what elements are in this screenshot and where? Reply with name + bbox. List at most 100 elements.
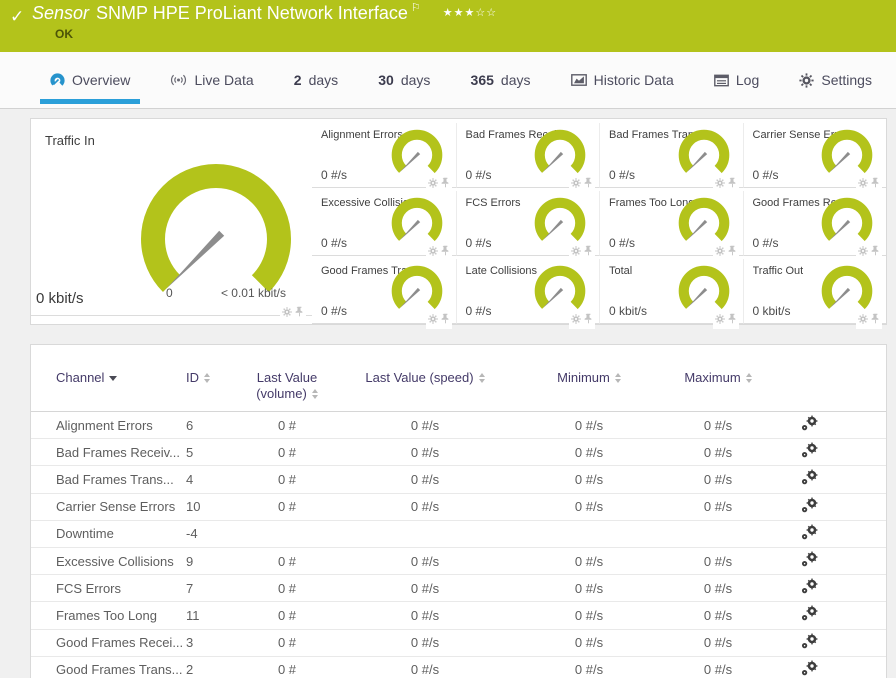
gauge-tile-frames-too-long: Frames Too Long 0 #/s [599,191,743,261]
flag-icon[interactable]: ⚐ [410,2,421,14]
priority-stars[interactable]: ★★★☆☆ [443,6,497,19]
channel-gauge [534,265,586,317]
id-cell: 6 [186,417,194,433]
pin-icon[interactable] [441,175,450,193]
column-header-last-value-speed[interactable]: Last Value (speed) [328,370,522,386]
star-filled-icon[interactable]: ★ [442,7,454,19]
channel-name-cell[interactable]: Good Frames Trans... [56,662,183,678]
last-value-speed-cell: 0 #/s [410,553,440,569]
column-header-channel[interactable]: Channel [56,370,186,386]
tab-30-days[interactable]: 30 days [368,52,440,108]
tab-live-data[interactable]: Live Data [160,52,263,108]
channel-name-cell[interactable]: Frames Too Long [56,607,157,623]
channel-name-cell[interactable]: Downtime [56,526,114,542]
channel-name-cell[interactable]: Excessive Collisions [56,553,174,569]
tab-settings[interactable]: Settings [789,52,882,108]
gear-icon[interactable] [714,175,725,193]
gear-icon[interactable] [282,304,292,322]
gear-icon[interactable] [427,243,438,261]
channel-settings-icon[interactable] [780,497,886,517]
column-label-line2: (volume) [256,386,307,401]
channel-name-cell[interactable]: Bad Frames Trans... [56,471,174,487]
pin-icon[interactable] [584,243,593,261]
pin-icon[interactable] [584,175,593,193]
gauge-value: 0 kbit/s [752,304,791,318]
gear-icon[interactable] [858,243,868,261]
channel-gauge [678,265,729,317]
main-tile-icons [280,304,306,322]
sort-toggle-icon[interactable] [311,389,318,399]
gear-icon[interactable] [714,243,725,261]
last-value-volume-cell: 0 # [277,553,297,569]
sort-toggle-icon[interactable] [614,373,621,383]
channel-settings-icon[interactable] [780,551,886,571]
star-empty-icon[interactable]: ☆ [486,7,498,19]
channel-name-cell[interactable]: FCS Errors [56,580,121,596]
gear-icon[interactable] [714,311,725,329]
pin-icon[interactable] [871,175,880,193]
pin-icon[interactable] [441,243,450,261]
gauge-title: Good Frames Transmit... [321,265,416,277]
minimum-cell: 0 #/s [574,580,604,596]
column-header-id[interactable]: ID [186,370,246,386]
channel-settings-icon[interactable] [780,605,886,625]
column-header-maximum[interactable]: Maximum [656,370,780,386]
gear-icon[interactable] [571,243,581,261]
pin-icon[interactable] [871,243,880,261]
column-label: ID [186,370,199,385]
channel-gauge [391,129,442,181]
pin-icon[interactable] [728,175,737,193]
channel-name-cell[interactable]: Bad Frames Receiv... [56,444,181,460]
column-header-minimum[interactable]: Minimum [522,370,656,386]
sort-descending-icon[interactable] [109,375,118,381]
gear-icon[interactable] [427,311,438,329]
channel-settings-icon[interactable] [780,660,886,678]
channel-settings-icon[interactable] [780,578,886,598]
channel-settings-icon[interactable] [780,633,886,653]
gear-icon[interactable] [858,311,868,329]
channel-settings-icon[interactable] [780,524,886,544]
pin-icon[interactable] [728,311,737,329]
maximum-cell: 0 #/s [703,580,733,596]
channel-name-cell[interactable]: Good Frames Recei... [56,635,184,651]
pin-icon[interactable] [728,243,737,261]
pin-icon[interactable] [295,304,304,322]
pin-icon[interactable] [871,311,880,329]
gauge-needle [399,287,420,309]
star-empty-icon[interactable]: ☆ [475,7,487,19]
tab-2-days[interactable]: 2 days [284,52,348,108]
gauge-tile-excessive-collisions: Excessive Collisions 0 #/s [312,191,456,261]
gear-icon[interactable] [571,175,581,193]
channel-settings-icon[interactable] [780,469,886,489]
tab-overview[interactable]: Overview [40,52,141,108]
star-filled-icon[interactable]: ★ [453,7,465,19]
channel-settings-icon[interactable] [780,442,886,462]
star-filled-icon[interactable]: ★ [464,7,476,19]
channel-settings-icon[interactable] [780,415,886,435]
tab-log[interactable]: Log [704,52,769,108]
gauge-title: Late Collisions [465,265,538,277]
tab-label: days [400,72,431,88]
gear-icon[interactable] [858,175,868,193]
pin-icon[interactable] [584,311,593,329]
gear-icon[interactable] [427,175,438,193]
channel-gauge [391,197,442,249]
pin-icon[interactable] [441,311,450,329]
table-row-fcs-errors: FCS Errors 7 0 # 0 #/s 0 #/s 0 #/s [31,575,886,603]
tile-icons [569,243,595,261]
sort-toggle-icon[interactable] [204,373,210,383]
tile-icons [425,243,452,261]
gauge-tile-fcs-errors: FCS Errors 0 #/s [455,191,599,261]
sensor-title: SNMP HPE ProLiant Network Interface [96,3,408,23]
sort-toggle-icon[interactable] [745,373,752,383]
column-header-last-value-volume[interactable]: Last Value (volume) [246,370,328,402]
channel-name-cell[interactable]: Carrier Sense Errors [56,499,176,515]
channel-name-cell[interactable]: Alignment Errors [56,417,153,433]
sort-toggle-icon[interactable] [478,373,485,383]
gear-icon[interactable] [571,311,581,329]
tile-icons [712,311,739,329]
tab-365-days[interactable]: 365 days [461,52,541,108]
id-cell: 4 [186,471,194,487]
tab-historic-data[interactable]: Historic Data [561,52,684,108]
tab-label: Settings [821,72,872,88]
